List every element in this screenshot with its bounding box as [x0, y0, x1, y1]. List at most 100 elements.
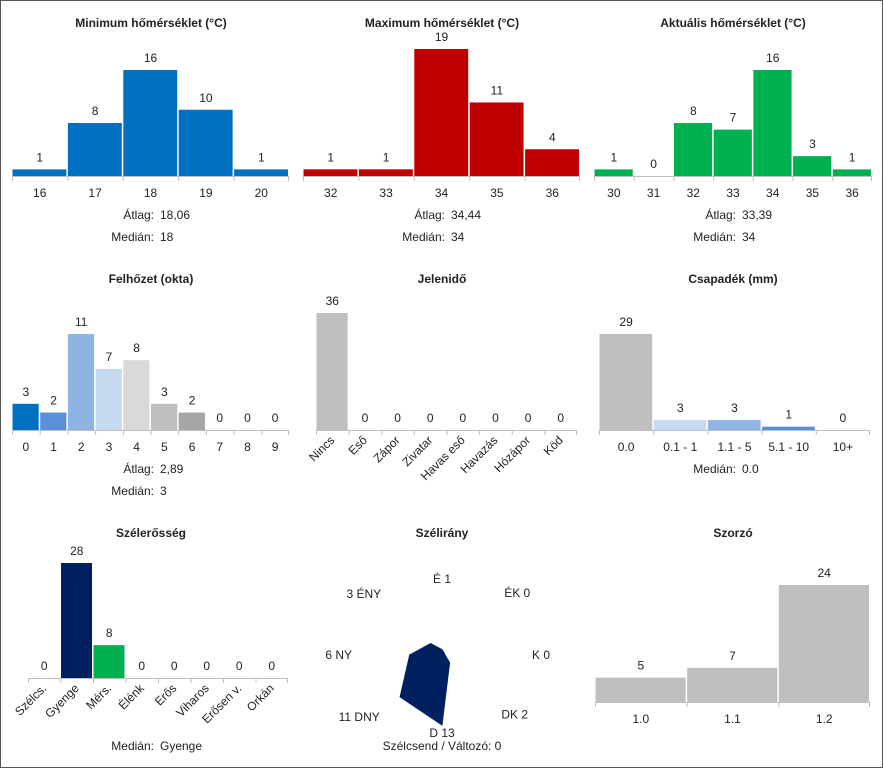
bar: [778, 585, 869, 702]
tick-label: 36: [546, 186, 560, 200]
bar: [707, 420, 761, 430]
chart-title: Szorzó: [713, 526, 752, 540]
data-label: 1: [611, 150, 618, 164]
stat-value: 34,44: [451, 208, 481, 222]
chart-title: Aktuális hőmérséklet (°C): [660, 16, 806, 30]
direction-label: K 0: [532, 648, 550, 662]
calm-variable-footer: Szélcsend / Változó: 0: [383, 739, 502, 753]
tick-label: 34: [766, 186, 780, 200]
data-label: 28: [70, 544, 84, 558]
tick-label: 5: [161, 440, 168, 454]
bar: [93, 645, 125, 678]
data-label: 16: [144, 51, 158, 65]
bar: [673, 123, 713, 176]
tick-label: Élénk: [115, 680, 148, 713]
bar: [316, 313, 348, 430]
data-label: 1: [258, 150, 265, 164]
tick-label: 34: [435, 186, 449, 200]
direction-label: 11 DNY: [339, 710, 380, 724]
data-label: 0: [171, 659, 178, 673]
tick-label: 0.0: [618, 440, 635, 454]
tick-label: 18: [144, 186, 158, 200]
bar: [832, 169, 871, 176]
bar: [414, 49, 469, 176]
tick-label: 1: [50, 440, 57, 454]
data-label: 7: [729, 649, 736, 663]
data-label: 0: [138, 659, 145, 673]
chart-title: Maximum hőmérséklet (°C): [365, 16, 519, 30]
bar: [687, 667, 778, 702]
stat-label: Medián:: [111, 230, 154, 244]
bar: [762, 426, 815, 430]
stat-label: Átlag:: [705, 207, 736, 222]
bar: [67, 334, 95, 430]
stat-value: 34: [742, 230, 756, 244]
bar: [12, 169, 67, 176]
bar: [594, 169, 633, 176]
bar: [753, 70, 792, 176]
data-label: 3: [23, 385, 30, 399]
tick-label: Hózápor: [491, 433, 533, 475]
stat-label: Medián:: [693, 230, 736, 244]
bar: [234, 169, 288, 176]
data-label: 7: [106, 350, 113, 364]
tick-label: 2: [78, 440, 85, 454]
tick-label: 31: [647, 186, 661, 200]
bar: [178, 412, 205, 430]
data-label: 0: [268, 659, 275, 673]
tick-label: Orkán: [244, 681, 277, 714]
chart-title: Felhőzet (okta): [109, 272, 194, 286]
data-label: 36: [326, 294, 340, 308]
data-label: 0: [394, 411, 401, 425]
data-label: 0: [272, 411, 279, 425]
tick-label: 19: [199, 186, 213, 200]
data-label: 0: [650, 157, 657, 171]
tick-label: 16: [33, 186, 47, 200]
chart-title: Csapadék (mm): [688, 272, 777, 286]
tick-label: 30: [607, 186, 621, 200]
data-label: 3: [161, 385, 168, 399]
data-label: 3: [677, 401, 684, 415]
bar: [95, 368, 122, 430]
bar: [793, 156, 832, 176]
tick-label: 17: [88, 186, 102, 200]
tick-label: 32: [324, 186, 338, 200]
bar: [40, 412, 67, 430]
data-label: 10: [199, 91, 213, 105]
tick-label: 0.1 - 1: [663, 440, 697, 454]
tick-label: 33: [726, 186, 740, 200]
tick-label: 1.1: [724, 712, 741, 726]
chart-title: Szélerősség: [116, 526, 186, 540]
bar: [12, 403, 39, 430]
data-label: 0: [459, 411, 466, 425]
stat-value: 33,39: [742, 208, 772, 222]
bar: [358, 169, 413, 176]
tick-label: 35: [806, 186, 820, 200]
stat-value: 18,06: [160, 208, 190, 222]
direction-label: 3 ÉNY: [347, 586, 382, 601]
data-label: 16: [766, 51, 780, 65]
tick-label: 4: [133, 440, 140, 454]
data-label: 19: [435, 30, 449, 44]
data-label: 0: [216, 411, 223, 425]
data-label: 5: [637, 659, 644, 673]
tick-label: 20: [255, 186, 269, 200]
tick-label: 9: [272, 440, 279, 454]
data-label: 8: [106, 626, 113, 640]
data-label: 1: [383, 150, 390, 164]
chart-title: Jelenidő: [418, 272, 467, 286]
stat-label: Medián:: [693, 462, 736, 476]
direction-label: D 13: [429, 726, 455, 740]
tick-label: 6: [189, 440, 196, 454]
tick-label: 1.0: [632, 712, 649, 726]
data-label: 0: [492, 411, 499, 425]
bar: [713, 129, 752, 176]
data-label: 0: [236, 659, 243, 673]
bar: [653, 420, 707, 430]
data-label: 1: [849, 150, 856, 164]
tick-label: 33: [379, 186, 393, 200]
tick-label: 10+: [833, 440, 853, 454]
data-label: 11: [75, 315, 88, 329]
direction-label: ÉK 0: [504, 585, 530, 600]
